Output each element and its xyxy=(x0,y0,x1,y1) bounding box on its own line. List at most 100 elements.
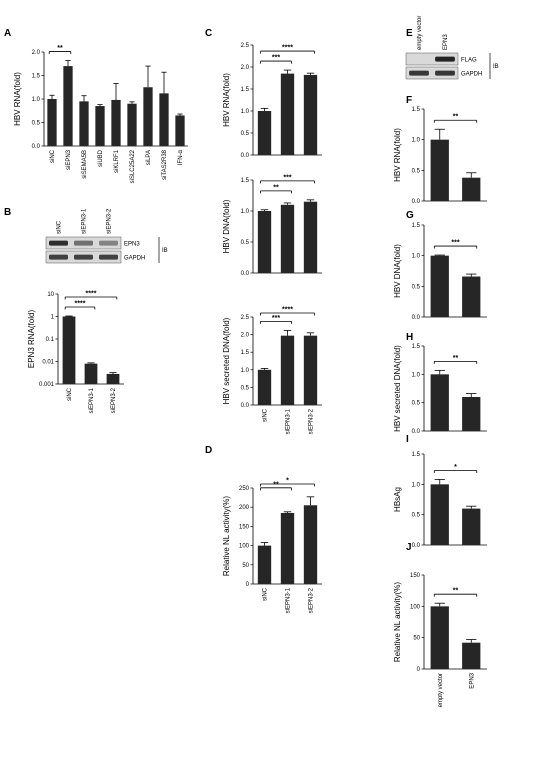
y-axis-label-d: Relative NL activity(%) xyxy=(222,496,231,577)
y-tick-label-a: 2.0 xyxy=(32,50,41,56)
bar-d xyxy=(303,505,318,584)
x-tick-label-h: EPN3 xyxy=(463,435,479,441)
y-tick-label-f: 0.5 xyxy=(412,168,421,174)
y-tick-label-j: 50 xyxy=(413,636,420,642)
y-axis-label-a: HBV RNA(fold) xyxy=(13,72,22,126)
y-tick-label-c1: 2.5 xyxy=(241,43,250,49)
panel-label-i: I xyxy=(406,434,409,445)
y-tick-label-c2: 0.5 xyxy=(241,240,250,246)
blot-lane-label-b: siEPN3-2 xyxy=(107,208,113,234)
y-tick-label-i: 1.5 xyxy=(412,452,421,458)
blot-band-b xyxy=(49,240,68,246)
chart-b: 0.001 0.01 0.1 1 10 EPN3 RNA(fold) siNC siEPN3-… xyxy=(27,291,124,413)
panel-label-h: H xyxy=(406,332,413,343)
blot-band-b xyxy=(74,240,93,246)
x-tick-label-a: siKLRF1 xyxy=(114,149,120,173)
y-tick-label-c1: 0.0 xyxy=(241,153,250,159)
panel-label-b: B xyxy=(4,207,11,218)
significance-stars-c2: ** xyxy=(273,184,279,191)
blot-e: empty vector EPN3 FLAG GAPDH IB xyxy=(405,16,499,80)
y-axis-label-c1: HBV RNA(fold) xyxy=(222,73,231,127)
bar-a xyxy=(63,66,73,146)
bar-f xyxy=(462,177,481,201)
significance-stars-j: ** xyxy=(453,588,459,595)
blot-band-e xyxy=(409,70,429,76)
bar-g xyxy=(430,255,449,317)
y-tick-label-j: 100 xyxy=(410,604,421,610)
significance-stars-d: ** xyxy=(273,481,279,488)
y-tick-label-f: 1.5 xyxy=(412,107,421,113)
blot-method-label-e: IB xyxy=(493,64,499,70)
x-tick-label-b: siNC xyxy=(67,387,73,401)
y-tick-label-j: 0 xyxy=(417,667,421,673)
x-tick-label-b: siEPN3-2 xyxy=(111,387,117,413)
chart-i: 0.0 0.5 1.0 1.5 HBsAg empty vector EPN3 * xyxy=(393,452,487,555)
y-tick-label-i: 0.5 xyxy=(412,513,421,519)
chart-c3: 0.0 0.5 1.0 1.5 2.0 2.5 HBV secreted DNA(fold)… xyxy=(222,307,322,434)
blot-lane-label-e: EPN3 xyxy=(443,34,449,50)
y-tick-label-c3: 2.5 xyxy=(241,315,250,321)
bar-b xyxy=(84,363,98,384)
x-tick-label-c1: siNC xyxy=(258,159,272,165)
y-tick-label-f: 0.0 xyxy=(412,199,421,205)
blot-lane-label-e: empty vector xyxy=(417,16,423,50)
x-tick-label-j: empty vector xyxy=(438,673,444,707)
significance-stars-f: ** xyxy=(453,114,459,121)
x-tick-label-f: EPN3 xyxy=(463,205,479,211)
bar-i xyxy=(462,508,481,545)
x-tick-label-d: siEPN3-1 xyxy=(286,587,292,613)
significance-stars-b: **** xyxy=(75,301,86,308)
y-tick-label-d: 200 xyxy=(239,505,250,511)
blot-b: siNC siEPN3-1 siEPN3-2 EPN3 GAPDH IB xyxy=(45,208,168,264)
significance-stars-c3: **** xyxy=(282,307,293,314)
significance-stars-c2: *** xyxy=(283,174,291,181)
blot-band-b xyxy=(74,254,93,260)
blot-lane-label-b: siEPN3-1 xyxy=(82,208,88,234)
panel-label-a: A xyxy=(4,28,11,39)
y-tick-label-b: 1 xyxy=(51,315,55,321)
y-axis-label-h: HBV secreted DNA(fold) xyxy=(393,345,402,432)
chart-j: 0 50 100 150 Relative NL activity(%) empty ve… xyxy=(393,573,487,707)
bar-f xyxy=(430,139,449,201)
significance-stars-c1: *** xyxy=(272,55,280,62)
bar-a xyxy=(143,87,153,146)
blot-band-e xyxy=(435,56,455,62)
y-tick-label-d: 50 xyxy=(242,563,249,569)
bar-a xyxy=(79,101,89,146)
bar-j xyxy=(462,642,481,669)
y-tick-label-d: 250 xyxy=(239,486,250,492)
panel-label-d: D xyxy=(205,445,212,456)
y-tick-label-d: 0 xyxy=(246,582,250,588)
y-tick-label-f: 1.0 xyxy=(412,138,421,144)
x-tick-label-i: EPN3 xyxy=(463,549,479,555)
y-tick-label-d: 150 xyxy=(239,524,250,530)
chart-d: 0 50 100 150 200 250 Relative NL activity(%) si… xyxy=(222,478,322,613)
y-tick-label-c2: 0.0 xyxy=(241,271,250,277)
y-tick-label-a: 1.5 xyxy=(32,74,41,80)
blot-lane-label-b: siNC xyxy=(57,220,63,234)
bar-j xyxy=(430,606,449,669)
y-axis-label-c2: HBV DNA(fold) xyxy=(222,199,231,253)
y-axis-label-f: HBV RNA(fold) xyxy=(393,128,402,182)
x-tick-label-c3: siEPN3-1 xyxy=(286,408,292,434)
bar-i xyxy=(430,484,449,545)
blot-band-b xyxy=(99,240,118,246)
y-axis-label-g: HBV DNA(fold) xyxy=(393,244,402,298)
y-tick-label-a: 0.5 xyxy=(32,121,41,127)
bar-d xyxy=(280,512,295,584)
y-tick-label-c1: 2.0 xyxy=(241,65,250,71)
bar-a xyxy=(175,115,185,146)
y-tick-label-b: 0.001 xyxy=(39,382,55,388)
y-axis-label-j: Relative NL activity(%) xyxy=(393,582,402,663)
x-tick-label-g: empty vector xyxy=(423,321,457,327)
bar-a xyxy=(95,106,105,146)
chart-h: 0.0 0.5 1.0 1.5 HBV secreted DNA(fold) empty … xyxy=(393,344,487,441)
y-tick-label-c3: 1.0 xyxy=(241,368,250,374)
blot-band-label-e: GAPDH xyxy=(461,72,482,78)
blot-strip-e xyxy=(405,66,459,80)
chart-g: 0.0 0.5 1.0 1.5 HBV DNA(fold) empty vector EPN… xyxy=(393,223,487,327)
x-tick-label-a: siUBD xyxy=(98,149,104,167)
y-tick-label-h: 0.0 xyxy=(412,429,421,435)
significance-stars-b: **** xyxy=(86,291,97,298)
